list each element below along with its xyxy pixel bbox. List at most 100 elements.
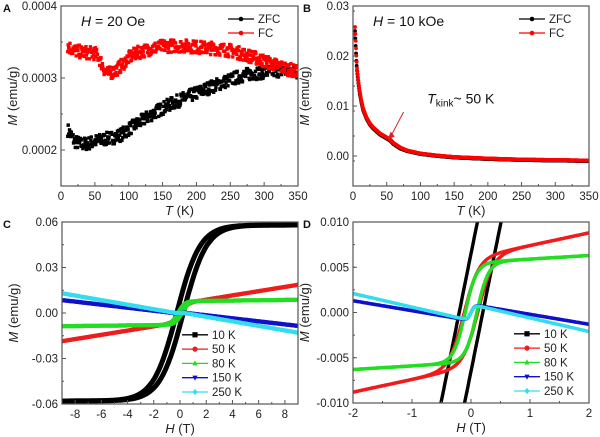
series-250-k	[353, 291, 589, 334]
data-point	[124, 64, 128, 68]
data-point	[208, 45, 212, 50]
data-point	[138, 123, 143, 128]
data-point	[247, 60, 251, 64]
y-tick-label: 0.02	[327, 51, 349, 63]
data-point	[162, 99, 166, 104]
data-point	[293, 67, 297, 72]
data-point	[175, 49, 179, 53]
data-point	[205, 89, 209, 93]
legend-label: 150 K	[212, 373, 242, 385]
y-tick-label: 0.01	[327, 101, 349, 113]
data-point	[85, 57, 89, 61]
kink-annotation-rest: ~ 50 K	[454, 91, 496, 107]
data-point	[67, 46, 71, 50]
x-axis-label-rest: (T)	[175, 421, 195, 436]
data-point	[121, 135, 125, 140]
field-annotation-italic: H	[81, 13, 92, 29]
data-point	[118, 139, 122, 144]
data-point	[271, 71, 275, 76]
data-point	[240, 79, 245, 83]
legend-label: 80 K	[212, 358, 236, 370]
data-point	[134, 126, 138, 130]
data-point	[270, 62, 274, 67]
data-point	[190, 98, 195, 102]
data-point	[239, 57, 243, 62]
data-point	[150, 111, 155, 116]
data-point	[76, 135, 81, 140]
y-axis-label-italic: M	[6, 332, 21, 343]
data-point	[215, 77, 219, 81]
data-point	[235, 46, 239, 50]
data-point	[225, 75, 230, 79]
data-point	[286, 64, 290, 68]
data-point	[170, 43, 175, 47]
data-point	[157, 106, 162, 111]
data-point	[120, 62, 125, 67]
data-point	[130, 51, 135, 55]
x-tick-label: 200	[478, 191, 497, 203]
y-tick-label: -0.005	[316, 353, 349, 365]
y-axis-label-rest: (emu/g)	[297, 66, 312, 114]
data-point	[230, 47, 235, 52]
y-axis-label: M (emu/g)	[297, 283, 312, 342]
legend-marker	[529, 30, 535, 36]
data-point	[269, 66, 273, 71]
data-point	[203, 89, 207, 94]
data-point	[131, 118, 135, 123]
data-point	[163, 48, 167, 53]
data-point	[87, 57, 92, 61]
data-point	[256, 77, 260, 81]
legend-item: 250 K	[182, 387, 242, 399]
data-point	[225, 46, 230, 50]
y-axis-label: M (emu/g)	[6, 283, 21, 342]
data-point	[249, 60, 253, 65]
data-point	[222, 42, 226, 47]
data-point	[187, 89, 192, 94]
data-point	[267, 66, 271, 70]
data-point	[107, 135, 111, 139]
data-point	[239, 74, 243, 79]
x-axis-label: H (T)	[456, 420, 486, 435]
data-point	[109, 69, 113, 73]
series-fc	[353, 25, 589, 163]
data-point	[223, 49, 227, 54]
data-point	[200, 86, 204, 91]
legend-label: 250 K	[544, 386, 574, 398]
data-point	[296, 64, 298, 68]
data-point	[235, 69, 239, 74]
data-point	[169, 50, 173, 54]
data-point	[157, 114, 161, 119]
data-point	[139, 50, 144, 55]
x-tick-label: 150	[445, 191, 464, 203]
x-axis-label-italic: T	[165, 203, 174, 218]
data-point	[218, 53, 222, 57]
data-point	[75, 145, 80, 150]
data-point	[189, 87, 194, 91]
data-point	[204, 85, 208, 89]
data-point	[73, 44, 78, 48]
data-point	[161, 112, 165, 116]
data-point	[146, 48, 151, 52]
y-axis-label-rest: (emu/g)	[6, 283, 21, 331]
data-point	[117, 59, 121, 64]
data-point	[236, 81, 241, 85]
data-point	[261, 76, 265, 81]
data-point	[181, 91, 185, 95]
data-point	[234, 79, 238, 83]
data-point	[105, 69, 109, 73]
legend-item: ZFC	[228, 14, 280, 26]
data-point	[223, 74, 227, 79]
data-point	[192, 50, 196, 54]
data-point	[94, 47, 99, 52]
data-point	[168, 43, 172, 47]
data-point	[81, 50, 85, 54]
data-point	[116, 135, 121, 140]
legend-label: FC	[549, 28, 564, 40]
data-point	[266, 58, 270, 63]
legend: 10 K 50 K 80 K 150 K 250 K	[182, 330, 242, 399]
data-point	[172, 99, 176, 104]
data-point	[178, 101, 183, 106]
x-tick-label: 250	[221, 191, 240, 203]
data-point	[168, 108, 172, 112]
x-axis-label: T (K)	[165, 203, 194, 218]
